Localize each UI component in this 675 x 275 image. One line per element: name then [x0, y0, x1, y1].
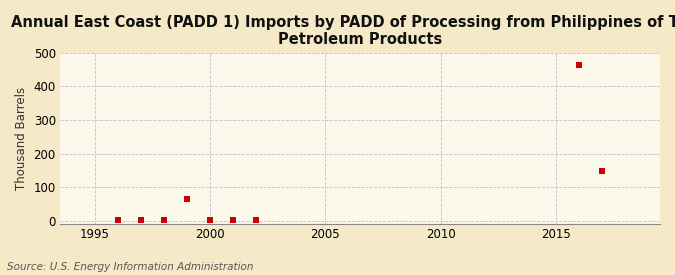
Point [250, 218, 261, 222]
Point [159, 218, 169, 222]
Title: Annual East Coast (PADD 1) Imports by PADD of Processing from Philippines of Tot: Annual East Coast (PADD 1) Imports by PA… [11, 15, 675, 47]
Point [205, 218, 215, 222]
Point [227, 218, 238, 222]
Y-axis label: Thousand Barrels: Thousand Barrels [15, 87, 28, 190]
Point [182, 197, 192, 201]
Point [136, 218, 146, 222]
Point [574, 63, 585, 67]
Text: Source: U.S. Energy Information Administration: Source: U.S. Energy Information Administ… [7, 262, 253, 272]
Point [597, 169, 608, 173]
Point [112, 218, 123, 222]
